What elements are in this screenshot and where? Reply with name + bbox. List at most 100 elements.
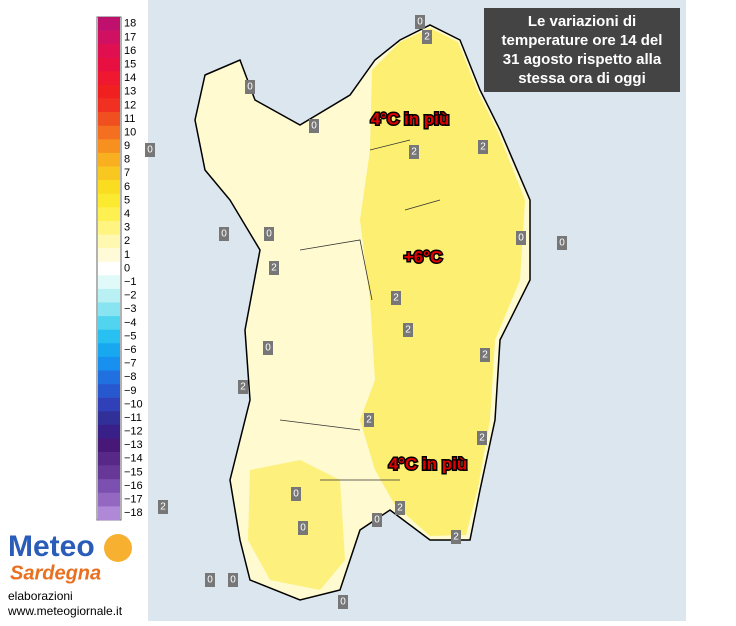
colorbar-swatch [98, 343, 120, 358]
contour-label-box [309, 119, 319, 133]
contour-label: 2 [482, 350, 488, 361]
colorbar-swatch [98, 411, 120, 426]
colorbar-swatch [98, 384, 120, 398]
colorbar-label: 14 [124, 72, 136, 84]
colorbar-label: 18 [124, 18, 136, 30]
colorbar-swatch [98, 370, 120, 385]
colorbar-label: 9 [124, 140, 130, 152]
contour-label-box [245, 80, 255, 94]
colorbar-label: −16 [124, 480, 143, 492]
province-borders [279, 139, 441, 481]
logo-sun [104, 534, 132, 562]
title-line: Le variazioni di [528, 13, 636, 30]
contour-label-box [228, 573, 238, 587]
contour-label-box [298, 521, 308, 535]
warm-zone-southwest [248, 460, 345, 590]
contour-label: 0 [559, 238, 565, 249]
colorbar-swatch [98, 71, 120, 86]
colorbar-label: −1 [124, 276, 137, 288]
annotation: +6°C [404, 247, 442, 266]
contour-label-box [477, 431, 487, 445]
colorbar-label: 4 [124, 208, 130, 220]
contour-label-box [145, 143, 155, 157]
colorbar-label: 5 [124, 194, 130, 206]
contour-label-box [205, 573, 215, 587]
colorbar-label: −4 [124, 317, 137, 329]
colorbar-swatch [98, 465, 120, 480]
contour-label-box [557, 236, 567, 250]
contour-label: 0 [147, 145, 153, 156]
contour-label: 2 [271, 263, 277, 274]
contour-label-box [480, 348, 490, 362]
colorbar-swatch [98, 479, 120, 494]
contour-label: 2 [240, 382, 246, 393]
colorbar-swatch [98, 506, 120, 521]
contour-label-box [391, 291, 401, 305]
contour-label: 0 [340, 597, 346, 608]
contour-label-box [451, 530, 461, 544]
contour-label-box [269, 261, 279, 275]
colorbar-swatch [98, 492, 120, 507]
contour-label: 2 [411, 147, 417, 158]
colorbar-swatch [98, 288, 120, 303]
colorbar-label: 17 [124, 31, 136, 43]
contour-label-box [158, 500, 168, 514]
contour-label: 0 [230, 575, 236, 586]
colorbar-label: −7 [124, 358, 137, 370]
contour-label-box [338, 595, 348, 609]
contour-label-box [478, 140, 488, 154]
colorbar-label: 3 [124, 222, 130, 234]
contour-label: 0 [265, 343, 271, 354]
colorbar-swatch [98, 397, 120, 412]
colorbar-swatch [98, 125, 120, 140]
colorbar-swatch [98, 452, 120, 466]
colorbar-label: −17 [124, 494, 143, 506]
colorbar-swatch [98, 180, 120, 195]
contour-label: 0 [374, 515, 380, 526]
colorbar-swatch [98, 248, 120, 263]
colorbar-swatch [98, 30, 120, 45]
colorbar-swatch [98, 207, 120, 222]
contour-label-box [409, 145, 419, 159]
contour-label-box [219, 227, 229, 241]
contour-label-box [238, 380, 248, 394]
colorbar-label: −12 [124, 426, 143, 438]
contour-label-box [291, 487, 301, 501]
colorbar-swatch [98, 316, 120, 330]
colorbar-swatch [98, 438, 120, 453]
colorbar-label: 13 [124, 86, 136, 98]
colorbar-swatch [98, 17, 120, 31]
colorbar-swatch [98, 424, 120, 439]
colorbar-swatch [98, 329, 120, 344]
contour-label: 2 [453, 532, 459, 543]
colorbar-swatch [98, 220, 120, 235]
colorbar-swatch [98, 57, 120, 72]
contour-label: 0 [207, 575, 213, 586]
credit-url: www.meteogiornale.it [7, 604, 123, 618]
colorbar-swatch [98, 112, 120, 127]
colorbar-label: −15 [124, 466, 143, 478]
contour-label: 0 [293, 489, 299, 500]
contour-label: 0 [311, 121, 317, 132]
credit-label: elaborazioni [8, 589, 73, 603]
contour-label: 2 [479, 433, 485, 444]
logo-line1: Meteo [8, 530, 95, 563]
contour-label: 0 [417, 17, 423, 28]
contour-label: 0 [247, 82, 253, 93]
colorbar-label: −13 [124, 439, 143, 451]
colorbar-label: −11 [124, 412, 142, 424]
colorbar-label: −6 [124, 344, 137, 356]
colorbar-label: −3 [124, 303, 137, 315]
colorbar-label: 11 [124, 113, 135, 125]
contour-label-box [415, 15, 425, 29]
colorbar-swatch [98, 152, 120, 167]
contour-label-box [372, 513, 382, 527]
logo-line2: Sardegna [10, 562, 101, 584]
colorbar-label: −10 [124, 398, 143, 410]
contour-label: 0 [266, 229, 272, 240]
contour-label-box [364, 413, 374, 427]
contour-label: 0 [221, 229, 227, 240]
colorbar-label: −18 [124, 507, 143, 519]
contour-label: 2 [480, 142, 486, 153]
